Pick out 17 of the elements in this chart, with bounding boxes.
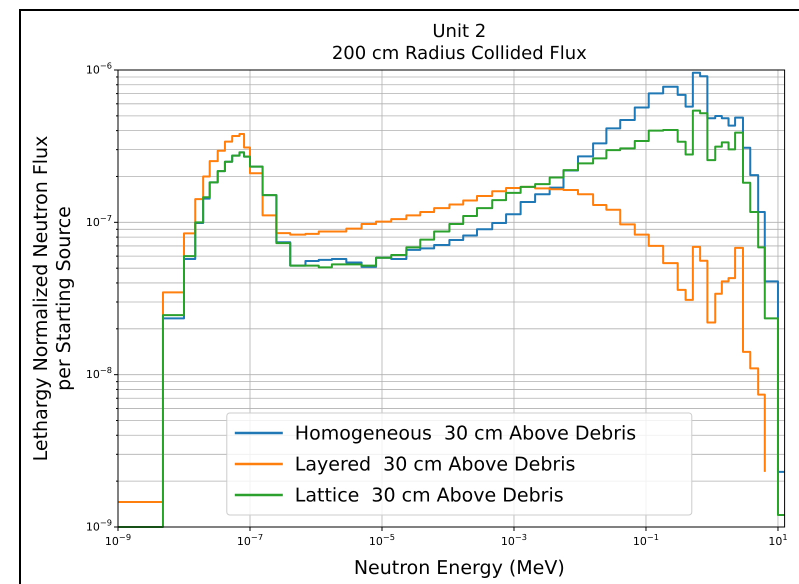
y-tick-label: 10$^{−6}$ <box>86 60 112 77</box>
legend-label: Homogeneous 30 cm Above Debris <box>294 422 636 445</box>
y-tick-label: 10$^{−9}$ <box>86 518 112 534</box>
x-tick-label: 10$^{−7}$ <box>236 532 264 548</box>
legend-label: Lattice 30 cm Above Debris <box>294 484 564 507</box>
legend-label: Layered 30 cm Above Debris <box>294 454 576 476</box>
chart-subtitle: 200 cm Radius Collided Flux <box>332 43 588 64</box>
y-tick-label: 10$^{−8}$ <box>86 365 112 382</box>
chart-title: Unit 2 <box>432 21 486 42</box>
y-tick-label: 10$^{−7}$ <box>86 212 112 229</box>
x-axis-title: Neutron Energy (MeV) <box>354 557 565 579</box>
y-axis-title: Lethargy Normalized Neutron Flux per Starting Source <box>30 136 75 462</box>
x-tick-label: 10$^{1}$ <box>768 532 788 548</box>
x-tick-label: 10$^{−9}$ <box>104 532 132 548</box>
x-tick-label: 10$^{−3}$ <box>500 532 528 548</box>
x-tick-label: 10$^{−1}$ <box>632 532 660 548</box>
x-tick-label: 10$^{−5}$ <box>368 532 396 548</box>
